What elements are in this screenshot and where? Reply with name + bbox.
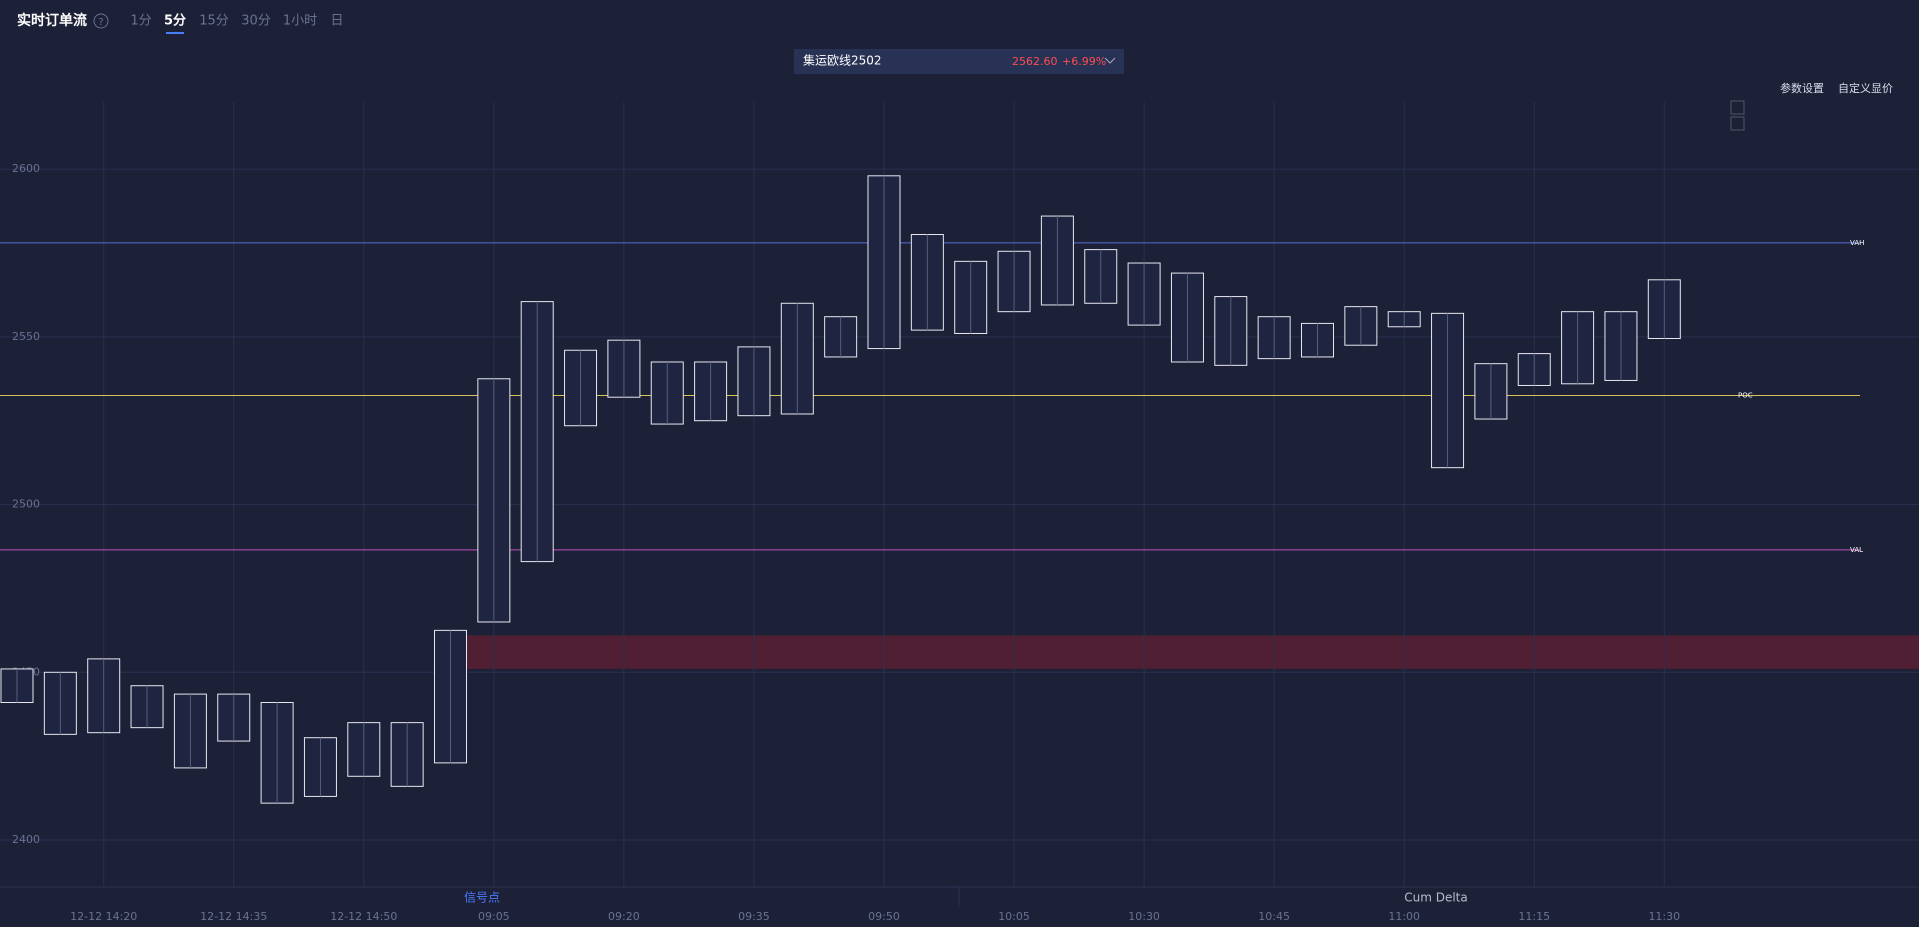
x-tick-label: 11:15 [1518, 910, 1550, 923]
x-tick-label: 12-12 14:20 [70, 910, 137, 923]
x-tick-label: 09:05 [478, 910, 510, 923]
tab[interactable]: 5分 [164, 13, 186, 29]
x-tick-label: 12-12 14:35 [200, 910, 267, 923]
x-tick-label: 12-12 14:50 [330, 910, 397, 923]
x-tick-label: 09:50 [868, 910, 900, 923]
symbol-select[interactable] [794, 49, 1124, 74]
y-tick-label: 2500 [12, 498, 40, 511]
custom-price[interactable]: 自定义显价 [1838, 81, 1893, 95]
x-tick-label: 09:35 [738, 910, 770, 923]
info-button[interactable] [1730, 116, 1745, 131]
x-tick-label: 09:20 [608, 910, 640, 923]
title: 实时订单流 [17, 12, 87, 29]
expand-button[interactable] [1730, 100, 1745, 115]
help[interactable]: ? [98, 17, 103, 28]
dropdown-arrow[interactable] [1104, 57, 1116, 64]
x-tick-label: 10:05 [998, 910, 1030, 923]
change: +6.99% [1062, 55, 1106, 68]
x-tick-label: 10:30 [1128, 910, 1160, 923]
tab[interactable]: 日 [330, 14, 343, 29]
symbol[interactable]: 集运欧线2502 [803, 53, 882, 68]
tab[interactable]: 1小时 [283, 14, 317, 29]
x-tick-label: 10:45 [1258, 910, 1290, 923]
level-label: VAL [1850, 546, 1863, 554]
y-tick-label: 2550 [12, 330, 40, 343]
x-tick-label: 11:30 [1648, 910, 1680, 923]
tab[interactable]: 30分 [241, 14, 271, 29]
zone [440, 635, 1919, 669]
y-tick-label: 2400 [12, 833, 40, 846]
tab[interactable]: 1分 [130, 14, 151, 29]
panel-label: Cum Delta [1404, 891, 1468, 905]
panel-label: 信号点 [464, 891, 500, 905]
y-tick-label: 2600 [12, 162, 40, 175]
settings[interactable]: 参数设置 [1780, 81, 1824, 95]
level-label: POC [1738, 392, 1753, 400]
tab[interactable]: 15分 [199, 14, 229, 29]
x-tick-label: 11:00 [1388, 910, 1420, 923]
price: 2562.60 [1012, 55, 1058, 68]
help-icon[interactable] [93, 13, 109, 29]
level-label: VAH [1850, 239, 1864, 247]
